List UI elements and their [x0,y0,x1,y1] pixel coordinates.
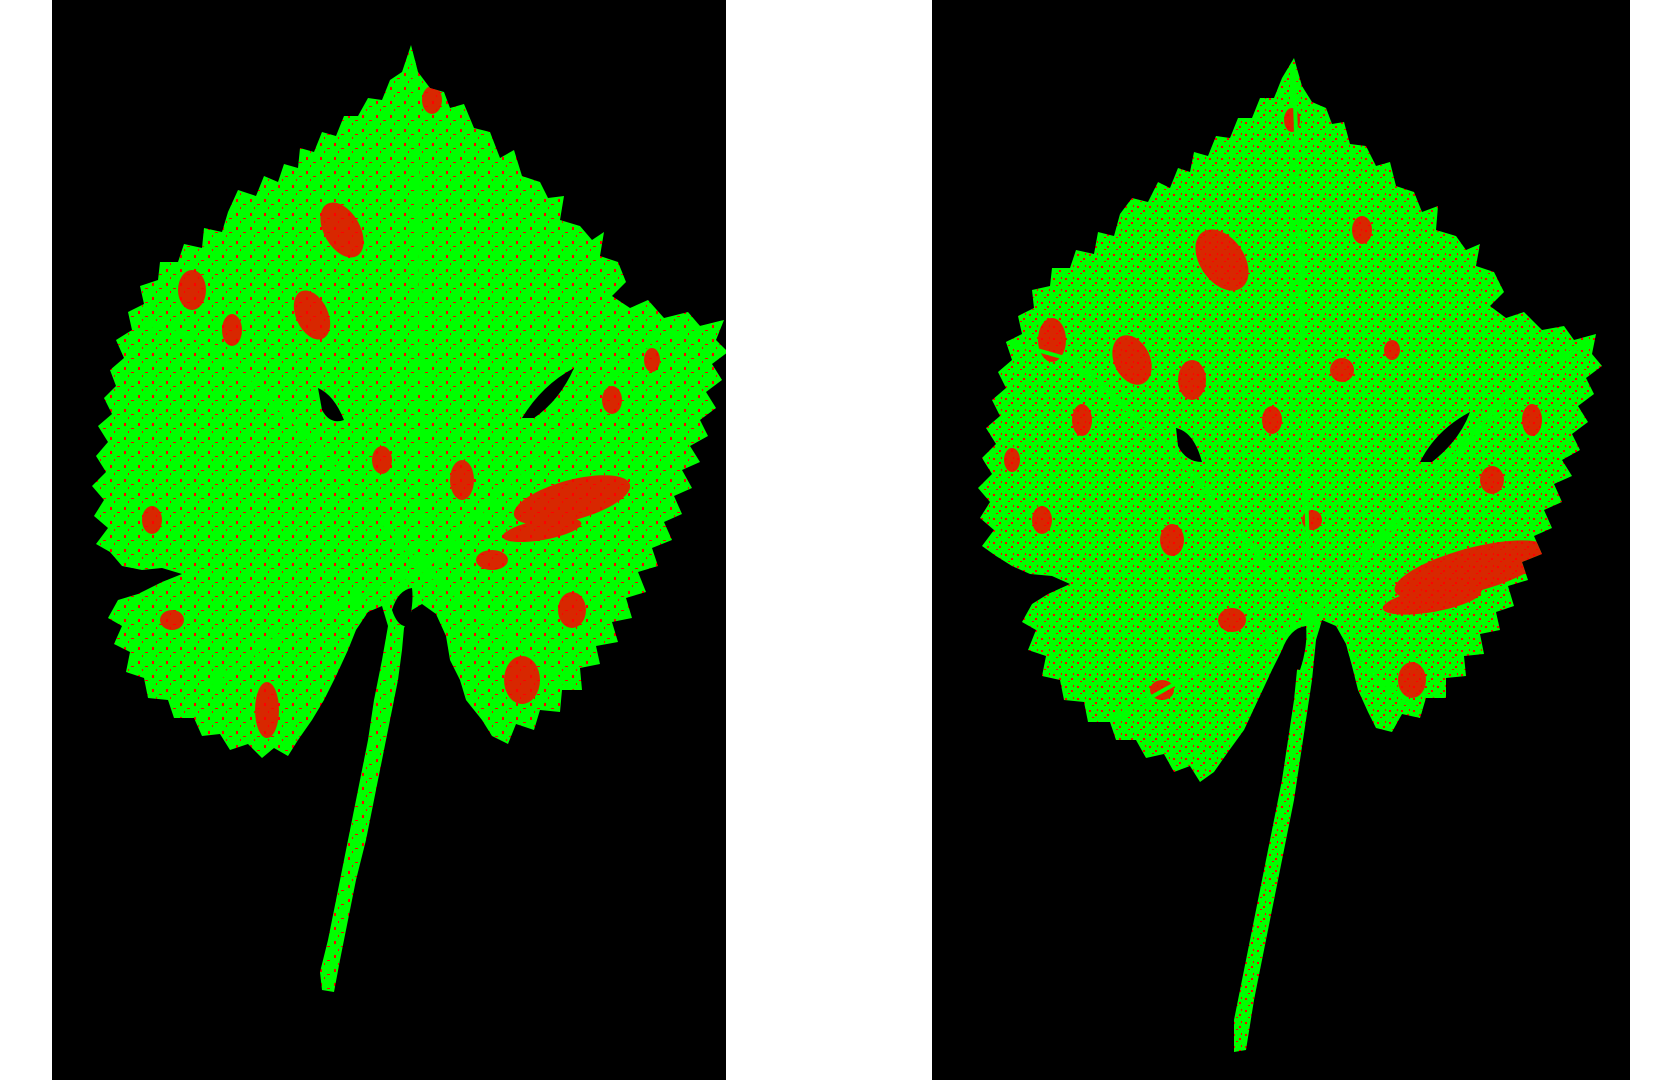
left-leaf-figure [52,0,726,1080]
left-stem-sinus [392,588,413,627]
right-stem-sinus [1282,626,1307,670]
left-leaf-veins [131,59,723,692]
right-leaf-holes [1176,412,1470,462]
right-leaf-figure [932,0,1630,1080]
left-disease-regions [142,86,660,738]
left-leaf-panel [52,0,726,1080]
right-disease-regions [1004,108,1550,812]
right-leaf-veins [1001,69,1593,732]
right-leaf-panel [932,0,1630,1080]
left-leaf-holes [318,368,574,422]
